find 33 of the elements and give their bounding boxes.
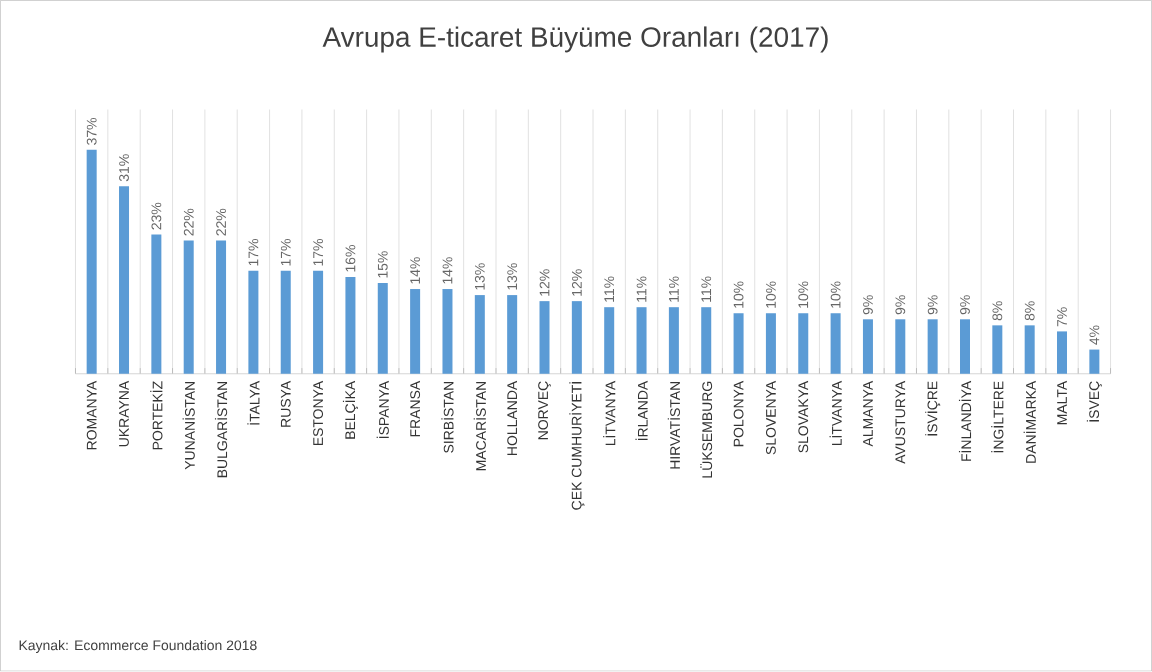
- bar: [992, 325, 1003, 375]
- bar: [733, 313, 744, 375]
- bar: [313, 271, 324, 375]
- bar: [216, 240, 227, 375]
- bar: [377, 283, 388, 375]
- bar: [280, 271, 291, 375]
- bar: [959, 319, 970, 375]
- bar: [1024, 325, 1035, 375]
- bar: [507, 295, 518, 375]
- bar: [183, 240, 194, 375]
- chart-title: Avrupa E-ticaret Büyüme Oranları (2017): [322, 26, 828, 53]
- bar: [86, 150, 97, 375]
- bar: [151, 234, 162, 375]
- bar: [410, 289, 421, 375]
- bar: [798, 313, 809, 375]
- bar: [765, 313, 776, 375]
- bar: [830, 313, 841, 375]
- bar: [1089, 349, 1100, 375]
- bar: [539, 301, 550, 375]
- bar: [1057, 331, 1068, 375]
- bar: [927, 319, 938, 375]
- bar: [345, 277, 356, 375]
- bar: [119, 186, 130, 375]
- bar: [571, 301, 582, 375]
- bar: [862, 319, 873, 375]
- bar: [604, 307, 615, 375]
- bar: [248, 271, 259, 375]
- bar: [895, 319, 906, 375]
- bar: [701, 307, 712, 375]
- bar: [668, 307, 679, 375]
- bar: [442, 289, 453, 375]
- bar: [636, 307, 647, 375]
- bar: [474, 295, 485, 375]
